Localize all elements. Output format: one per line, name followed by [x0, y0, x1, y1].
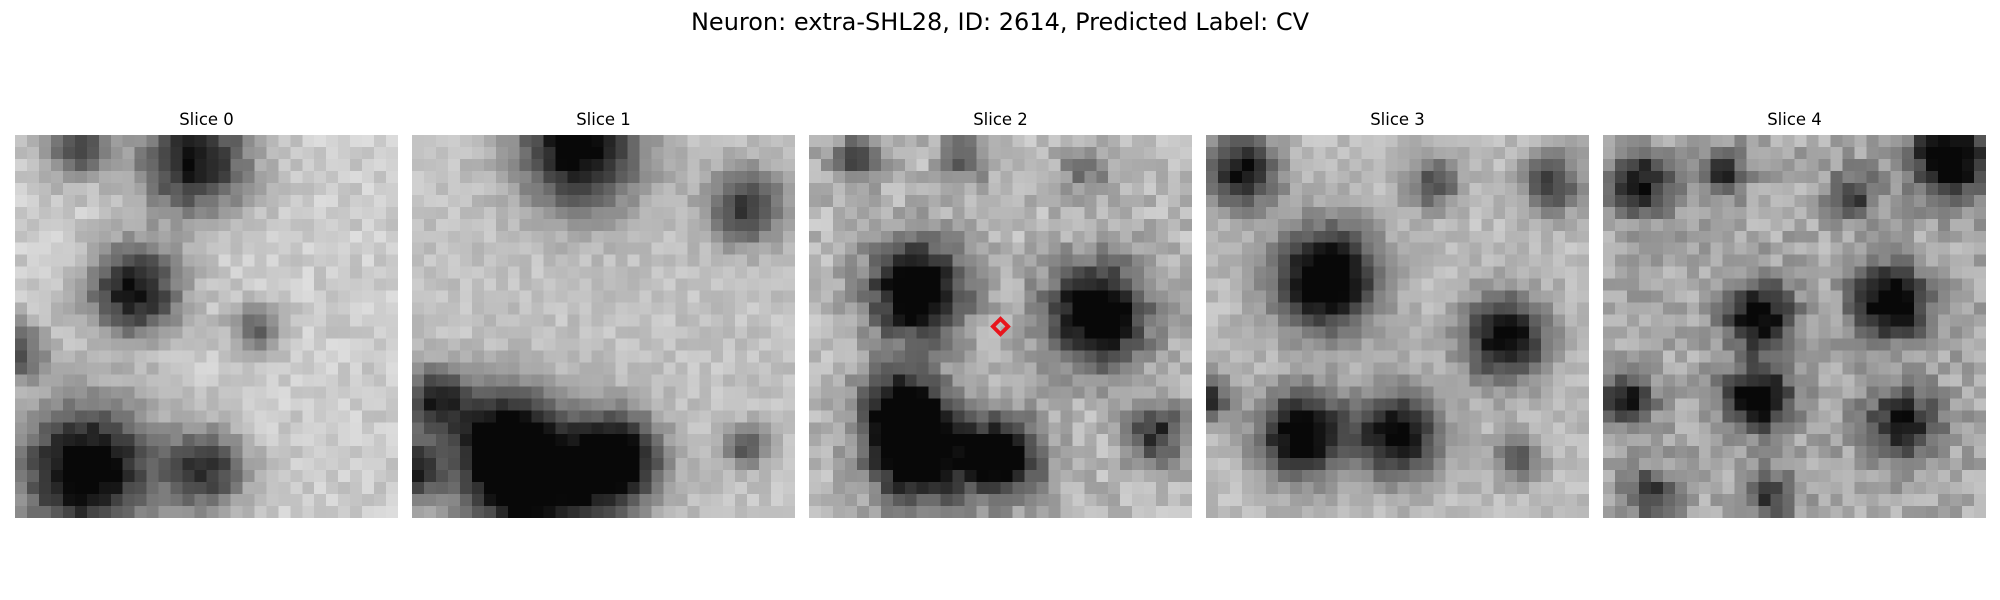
slice-1-heatmap: [412, 135, 795, 518]
slice-image-2: [809, 135, 1192, 518]
figure-title: Neuron: extra-SHL28, ID: 2614, Predicted…: [690, 8, 1310, 36]
slice-title-0: Slice 0: [179, 110, 234, 129]
slice-4-heatmap: [1603, 135, 1986, 518]
slice-image-0: [15, 135, 398, 518]
slice-title-4: Slice 4: [1767, 110, 1822, 129]
slice-panel-4: Slice 4: [1603, 108, 1986, 518]
slice-image-4: [1603, 135, 1986, 518]
slice-panel-1: Slice 1: [412, 108, 795, 518]
center-marker: [990, 316, 1011, 337]
slice-2-heatmap: [809, 135, 1192, 518]
slice-panel-3: Slice 3: [1206, 108, 1589, 518]
slice-panel-2: Slice 2: [809, 108, 1192, 518]
slice-panel-0: Slice 0: [15, 108, 398, 518]
slice-title-2: Slice 2: [973, 110, 1028, 129]
slice-title-1: Slice 1: [576, 110, 631, 129]
slice-0-heatmap: [15, 135, 398, 518]
slice-image-3: [1206, 135, 1589, 518]
slice-image-1: [412, 135, 795, 518]
slice-3-heatmap: [1206, 135, 1589, 518]
slice-title-3: Slice 3: [1370, 110, 1425, 129]
